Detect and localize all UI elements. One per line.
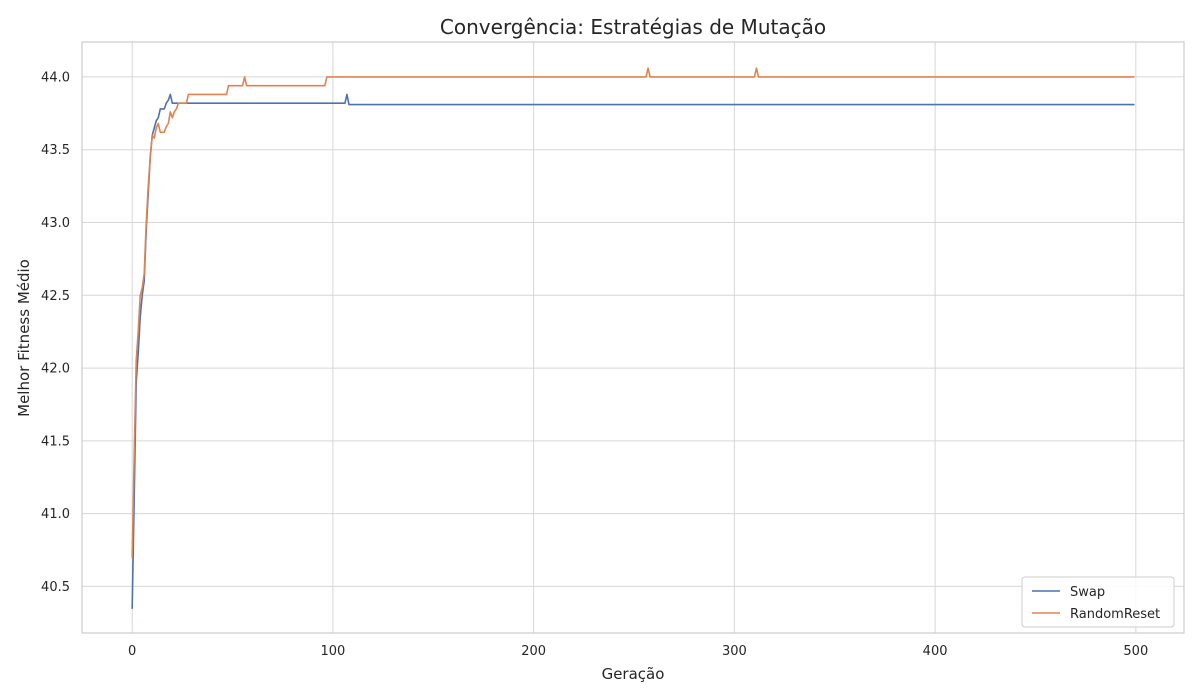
legend-box [1021,576,1175,628]
legend-label-randomreset: RandomReset [1070,607,1160,622]
x-tick-label: 100 [320,644,345,659]
x-tick-label: 400 [923,644,948,659]
legend-label-swap: Swap [1070,585,1105,600]
y-tick-label: 42.0 [41,362,70,377]
plot-frame [81,41,1185,634]
y-tick-label: 40.5 [41,580,70,595]
x-tick-label: 0 [128,644,136,659]
y-axis-label: Melhor Fitness Médio [15,259,33,417]
series-line-randomreset [131,67,1135,559]
x-axis-label: Geração [602,665,665,683]
y-tick-label: 43.0 [41,216,70,231]
y-tick-label: 42.5 [41,289,70,304]
y-tick-label: 44.0 [41,70,70,85]
x-tick-label: 300 [722,644,747,659]
series-line-swap [131,93,1135,610]
x-tick-label: 500 [1123,644,1148,659]
legend: Swap RandomReset [1021,576,1175,628]
y-tick-label: 43.5 [41,143,70,158]
y-tick-label: 41.5 [41,434,70,449]
chart-title: Convergência: Estratégias de Mutação [440,15,826,39]
y-tick-label: 41.0 [41,507,70,522]
x-ticks: 0 100 200 300 400 500 [128,644,1148,659]
series-lines [131,67,1135,610]
x-tick-label: 200 [521,644,546,659]
y-ticks: 40.5 41.0 41.5 42.0 42.5 43.0 43.5 44.0 [41,70,70,594]
